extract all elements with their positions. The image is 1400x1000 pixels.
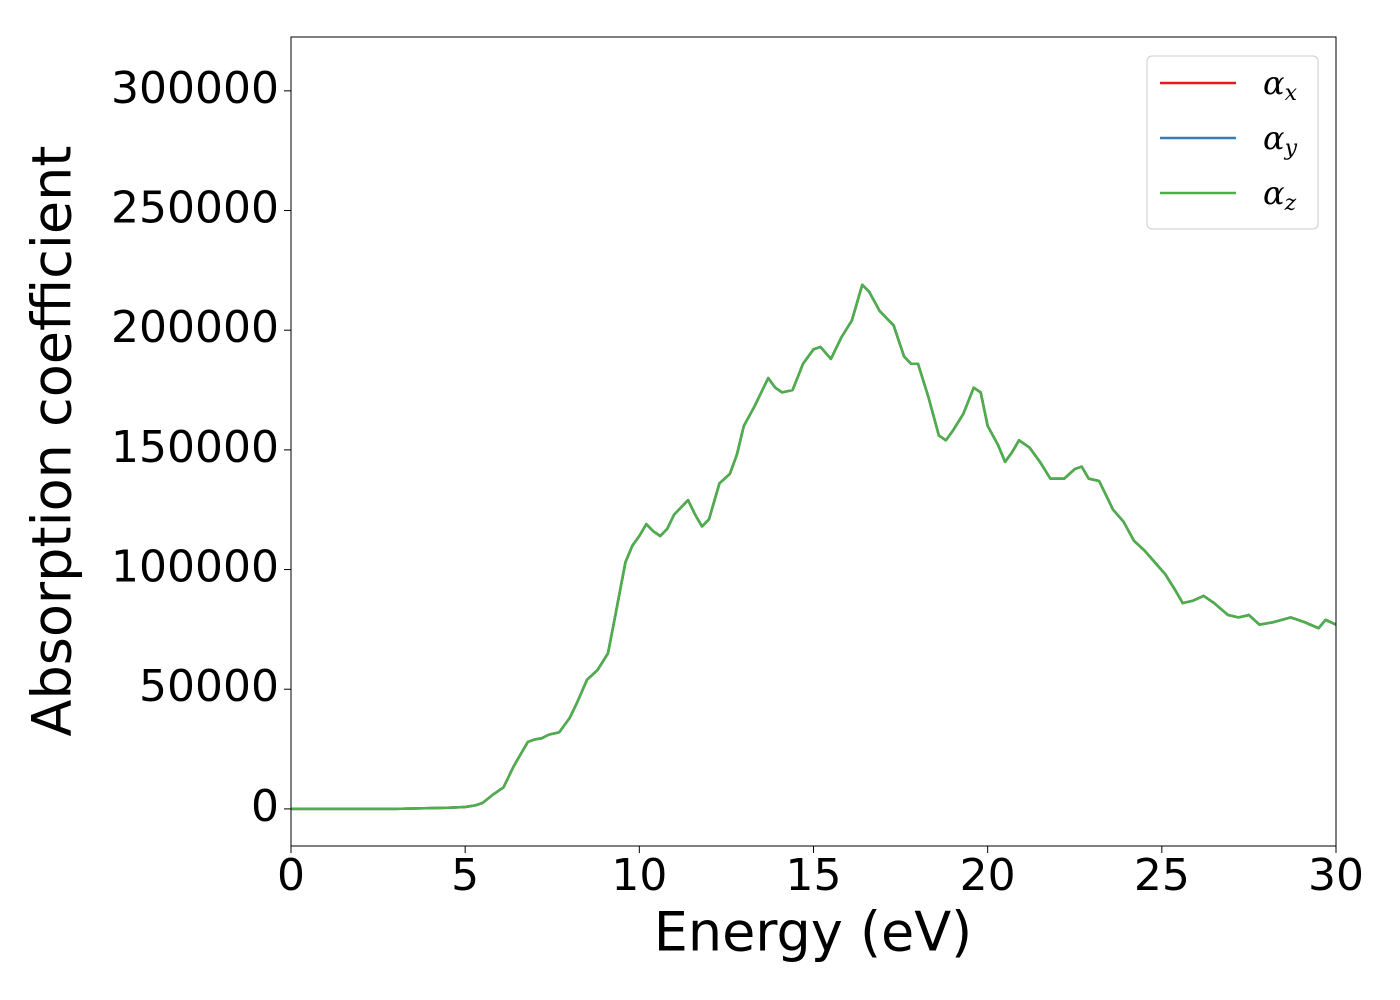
- plot-frame: [290, 36, 1337, 847]
- y-axis-label: Absorption coefficient: [21, 146, 84, 737]
- x-tick-label: 25: [1134, 850, 1190, 901]
- data-line: [291, 283, 1336, 811]
- y-tick-label: 100000: [111, 542, 279, 593]
- x-tick-label: 20: [960, 850, 1016, 901]
- legend-label: αx: [1263, 64, 1298, 107]
- y-tick-label: 150000: [111, 422, 279, 473]
- y-tick-label: 250000: [111, 183, 279, 234]
- y-tick-label: 300000: [111, 63, 279, 114]
- legend-label: αy: [1263, 119, 1298, 162]
- x-tick-label: 0: [277, 850, 305, 901]
- y-tick-label: 50000: [139, 661, 279, 712]
- data-line: [291, 283, 1336, 811]
- data-line: [291, 283, 1336, 811]
- x-tick-label: 10: [611, 850, 667, 901]
- x-tick-label: 15: [786, 850, 842, 901]
- legend-label: αz: [1263, 174, 1297, 217]
- x-tick-label: 30: [1308, 850, 1364, 901]
- x-axis-label: Energy (eV): [654, 901, 973, 964]
- y-tick-label: 0: [251, 781, 279, 832]
- x-tick-label: 5: [451, 850, 479, 901]
- y-tick-label: 200000: [111, 302, 279, 353]
- legend-box: [1146, 55, 1319, 230]
